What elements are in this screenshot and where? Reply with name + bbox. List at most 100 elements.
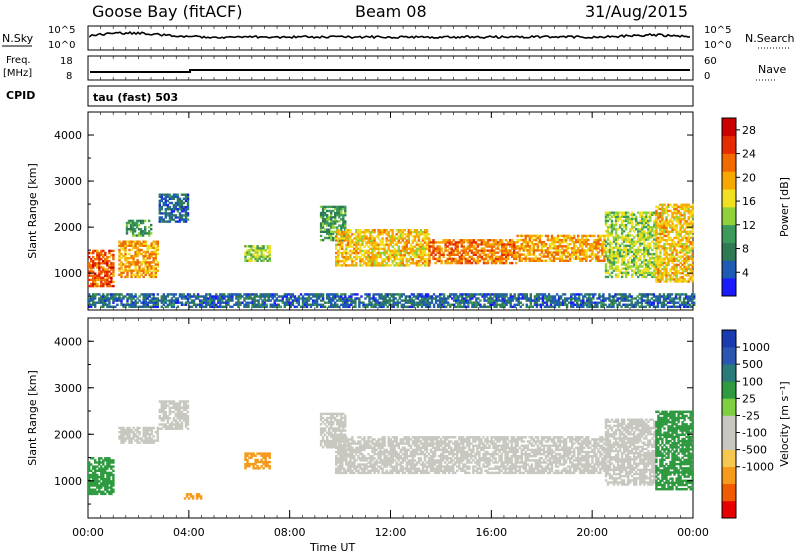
power-cell bbox=[673, 278, 676, 281]
power-cell bbox=[495, 297, 498, 300]
power-cell bbox=[463, 303, 466, 306]
power-cell bbox=[392, 293, 395, 296]
power-cell bbox=[140, 305, 143, 308]
power-cell bbox=[627, 263, 630, 266]
power-cell bbox=[335, 251, 338, 255]
power-cell bbox=[225, 299, 228, 302]
power-cell bbox=[142, 242, 145, 245]
power-cell bbox=[326, 222, 329, 225]
power-cell bbox=[681, 269, 684, 273]
power-cell bbox=[589, 247, 592, 250]
power-cell bbox=[660, 295, 664, 298]
power-cell bbox=[96, 276, 99, 279]
power-cell bbox=[524, 245, 527, 248]
power-cell bbox=[468, 241, 471, 244]
power-cell bbox=[475, 297, 478, 300]
power-cell bbox=[522, 240, 525, 244]
power-cell bbox=[262, 257, 265, 260]
power-cell bbox=[587, 255, 590, 258]
power-cell bbox=[520, 253, 523, 256]
power-cell bbox=[369, 258, 372, 261]
power-cell bbox=[661, 228, 664, 231]
power-cell bbox=[581, 240, 584, 244]
power-cell bbox=[180, 218, 184, 221]
power-cell bbox=[146, 305, 149, 308]
power-cell bbox=[156, 248, 159, 252]
power-cell bbox=[417, 239, 421, 242]
power-cell bbox=[677, 209, 680, 213]
power-cell bbox=[456, 241, 459, 244]
power-cell bbox=[635, 215, 638, 218]
power-cell bbox=[651, 211, 654, 214]
power-cell bbox=[665, 261, 668, 265]
power-cell bbox=[661, 222, 664, 225]
power-cell bbox=[154, 305, 157, 308]
power-cell bbox=[624, 297, 627, 300]
power-cell bbox=[128, 244, 131, 247]
power-cell bbox=[474, 247, 478, 250]
power-cell bbox=[667, 247, 670, 250]
power-cell bbox=[231, 297, 234, 300]
power-cell bbox=[589, 253, 592, 256]
power-cell bbox=[638, 305, 641, 308]
power-cell bbox=[118, 259, 121, 262]
power-cell bbox=[684, 293, 688, 296]
power-cell bbox=[627, 248, 630, 252]
power-cell bbox=[647, 250, 650, 254]
power-cell bbox=[537, 299, 541, 302]
power-cell bbox=[141, 221, 145, 225]
power-cell bbox=[432, 247, 435, 250]
power-cell bbox=[620, 297, 623, 300]
power-cell bbox=[689, 269, 692, 273]
power-cell bbox=[106, 262, 109, 265]
power-cell bbox=[659, 216, 662, 219]
power-cell bbox=[669, 278, 672, 281]
power-cell bbox=[517, 303, 520, 306]
power-cell bbox=[367, 253, 370, 257]
power-cell bbox=[144, 271, 147, 274]
power-cell bbox=[689, 295, 692, 298]
power-cell bbox=[374, 301, 377, 304]
power-cell bbox=[622, 295, 625, 298]
power-cell bbox=[257, 295, 260, 298]
power-cell bbox=[262, 255, 265, 258]
power-cell bbox=[665, 247, 668, 250]
power-cell bbox=[332, 205, 335, 209]
power-cell bbox=[386, 295, 389, 298]
power-cell bbox=[287, 293, 291, 296]
power-cell bbox=[275, 303, 278, 306]
power-cell bbox=[247, 301, 250, 304]
velocity-cell bbox=[96, 478, 99, 481]
power-cell bbox=[138, 248, 141, 252]
power-cell bbox=[178, 201, 182, 205]
power-cell bbox=[606, 259, 610, 262]
power-cell bbox=[387, 235, 390, 238]
power-cell bbox=[691, 280, 694, 283]
power-cell bbox=[432, 241, 435, 244]
power-cell bbox=[685, 261, 688, 265]
power-cell bbox=[643, 267, 646, 270]
power-cell bbox=[140, 252, 143, 256]
power-cell bbox=[389, 253, 392, 257]
power-cell bbox=[635, 242, 638, 245]
power-cell bbox=[687, 205, 690, 209]
power-cell bbox=[639, 259, 642, 262]
power-cell bbox=[120, 244, 123, 247]
power-cell bbox=[643, 248, 646, 252]
power-cell bbox=[225, 305, 228, 308]
power-cell bbox=[372, 299, 375, 302]
power-cell bbox=[486, 239, 490, 242]
power-cell bbox=[640, 295, 643, 298]
power-cell bbox=[492, 253, 496, 256]
power-cell bbox=[601, 243, 604, 246]
power-cell bbox=[517, 299, 520, 302]
power-cell bbox=[487, 293, 490, 296]
power-cell bbox=[182, 214, 186, 217]
power-cell bbox=[415, 231, 419, 234]
power-cell bbox=[291, 303, 295, 306]
velocity-cell bbox=[100, 484, 103, 487]
power-cell bbox=[393, 235, 396, 238]
power-cell bbox=[602, 293, 605, 296]
power-cell bbox=[446, 241, 449, 244]
power-cell bbox=[154, 257, 157, 260]
